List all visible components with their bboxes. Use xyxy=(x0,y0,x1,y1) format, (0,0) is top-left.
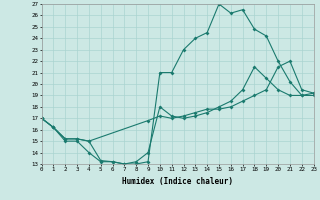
X-axis label: Humidex (Indice chaleur): Humidex (Indice chaleur) xyxy=(122,177,233,186)
